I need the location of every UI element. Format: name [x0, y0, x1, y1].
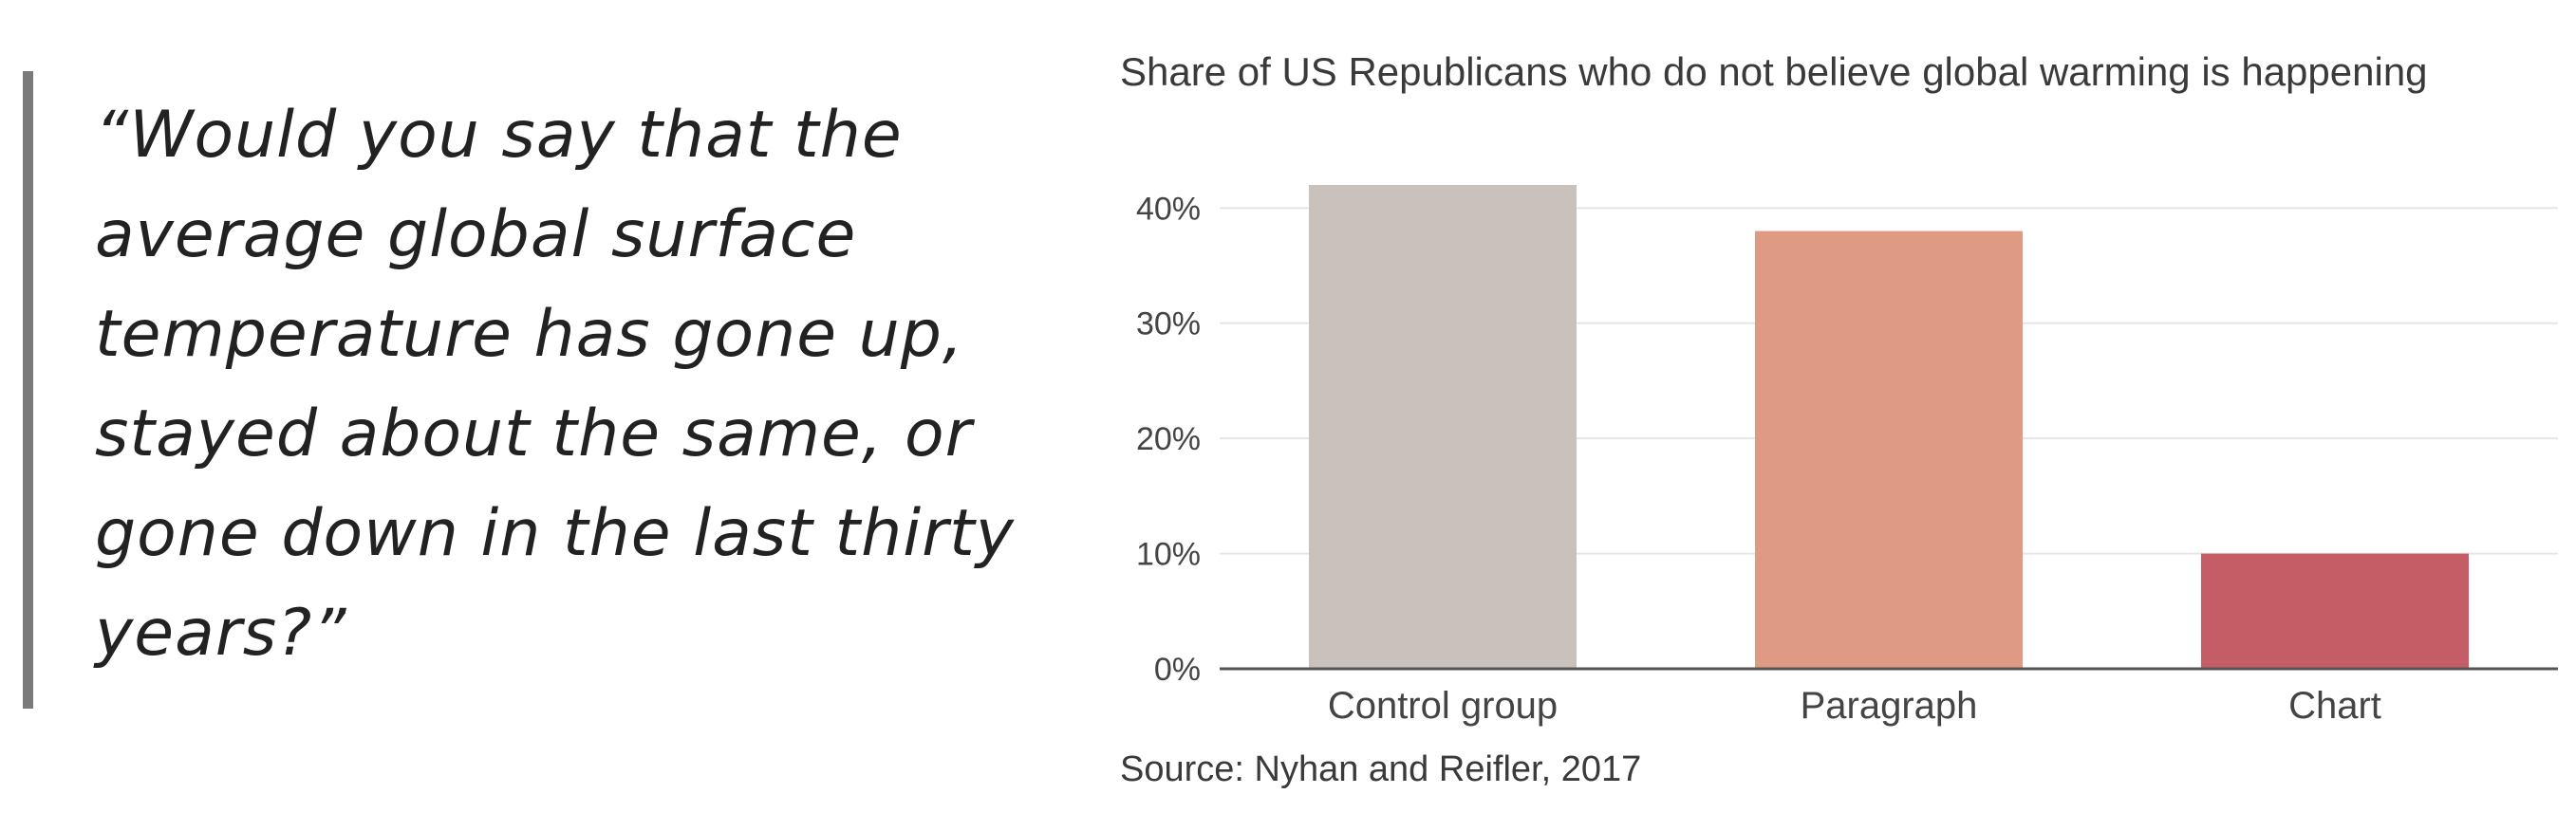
quote-accent-bar: [23, 71, 33, 709]
survey-question-quote: “Would you say that the average global s…: [95, 85, 1082, 683]
quote-line: gone down in the last thirty: [95, 496, 1016, 571]
quote-line: temperature has gone up,: [95, 297, 964, 372]
quote-line: stayed about the same, or: [95, 397, 973, 471]
y-tick-label: 40%: [1136, 191, 1201, 227]
x-category-label: Paragraph: [1801, 685, 1978, 727]
bar-paragraph: [1755, 231, 2023, 670]
chart-title: Share of US Republicans who do not belie…: [1120, 49, 2428, 94]
quote-line: average global surface: [95, 197, 857, 272]
bar-chart: 0% 10% 20% 30% 40% Control group Paragraph Char…: [1136, 185, 2558, 727]
quote-line: “Would you say that the: [95, 98, 903, 173]
bar-control-group: [1309, 185, 1577, 669]
y-tick-label: 0%: [1154, 652, 1201, 688]
x-category-label: Chart: [2288, 685, 2381, 727]
x-category-label: Control group: [1328, 685, 1558, 727]
quote-line: years?”: [95, 596, 347, 671]
y-tick-label: 10%: [1136, 537, 1201, 573]
bar-chart: [2201, 553, 2469, 669]
y-tick-label: 30%: [1136, 306, 1201, 342]
y-tick-label: 20%: [1136, 421, 1201, 457]
chart-source: Source: Nyhan and Reifler, 2017: [1120, 749, 1642, 789]
